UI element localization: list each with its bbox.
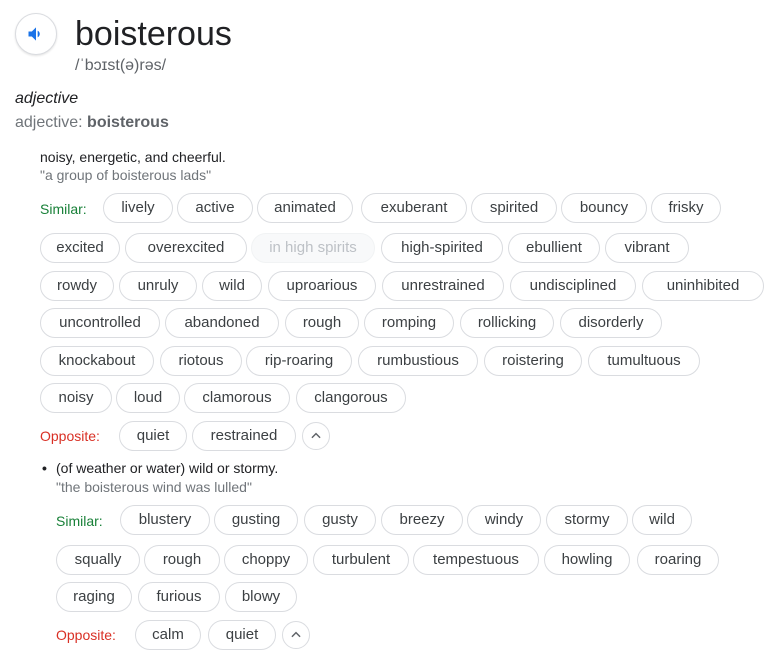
sense-1-opposite-label: Opposite:	[40, 428, 100, 444]
sense-1-similar-chip[interactable]: vibrant	[605, 233, 689, 263]
sense-1-example: "a group of boisterous lads"	[40, 167, 212, 183]
pronunciation-button[interactable]	[15, 13, 57, 55]
sense-2-definition: (of weather or water) wild or stormy.	[56, 460, 279, 476]
sense-2-similar-chip[interactable]: breezy	[381, 505, 463, 535]
sense-1-similar-chip[interactable]: wild	[202, 271, 262, 301]
sense-1-similar-chip[interactable]: excited	[40, 233, 120, 263]
sense-2-similar-chip[interactable]: stormy	[546, 505, 628, 535]
sense-1-similar-chip[interactable]: uninhibited	[642, 271, 764, 301]
sense-1-similar-chip[interactable]: exuberant	[361, 193, 467, 223]
sense-1-similar-chip[interactable]: overexcited	[125, 233, 247, 263]
sense-2-similar-chip[interactable]: blowy	[225, 582, 297, 612]
sense-2-similar-chip[interactable]: gusty	[304, 505, 376, 535]
sense-2-opposite-chip[interactable]: quiet	[208, 620, 276, 650]
part-of-speech: adjective	[15, 90, 79, 107]
sense-2-similar-chip[interactable]: howling	[544, 545, 630, 575]
sense-2-opposite-label: Opposite:	[56, 627, 116, 643]
sense-1-similar-chip[interactable]: lively	[103, 193, 173, 223]
sense-1-similar-chip[interactable]: rip-roaring	[246, 346, 352, 376]
sense-1-similar-chip[interactable]: undisciplined	[510, 271, 636, 301]
sense-1-similar-chip[interactable]: rough	[285, 308, 359, 338]
sense-1-similar-chip[interactable]: high-spirited	[381, 233, 503, 263]
sense-2-bullet: •	[42, 460, 47, 476]
sense-1-similar-chip[interactable]: roistering	[484, 346, 582, 376]
sense-2-example: "the boisterous wind was lulled"	[56, 479, 252, 495]
sense-1-similar-chip[interactable]: romping	[364, 308, 454, 338]
phonetic-text: /ˈbɔɪst(ə)rəs/	[75, 57, 167, 74]
sense-2-similar-chip[interactable]: furious	[138, 582, 220, 612]
collapse-sense-1-button[interactable]	[302, 422, 330, 450]
word-form: boisterous	[87, 114, 169, 131]
sense-1-similar-chip[interactable]: frisky	[651, 193, 721, 223]
sense-1-similar-label: Similar:	[40, 201, 87, 217]
sense-1-similar-chip[interactable]: unrestrained	[382, 271, 504, 301]
sense-2-similar-chip[interactable]: roaring	[637, 545, 719, 575]
sense-2-similar-chip[interactable]: windy	[467, 505, 541, 535]
sense-2-similar-chip[interactable]: tempestuous	[413, 545, 539, 575]
chevron-up-icon	[311, 432, 321, 439]
sense-1-similar-chip[interactable]: bouncy	[561, 193, 647, 223]
sense-1-similar-chip[interactable]: loud	[116, 383, 180, 413]
sense-1-similar-chip[interactable]: in high spirits	[251, 233, 375, 263]
word-form-line: adjective: boisterous	[15, 114, 169, 132]
sense-1-similar-chip[interactable]: unruly	[119, 271, 197, 301]
sense-2-similar-chip[interactable]: squally	[56, 545, 140, 575]
sense-2-similar-chip[interactable]: rough	[144, 545, 220, 575]
sense-1-similar-chip[interactable]: rumbustious	[358, 346, 478, 376]
sense-1-similar-chip[interactable]: uncontrolled	[40, 308, 160, 338]
sense-2-similar-chip[interactable]: choppy	[224, 545, 308, 575]
sense-1-similar-chip[interactable]: active	[177, 193, 253, 223]
sense-1-similar-chip[interactable]: rowdy	[40, 271, 114, 301]
sense-1-similar-chip[interactable]: rollicking	[460, 308, 554, 338]
sense-1-similar-chip[interactable]: ebullient	[508, 233, 600, 263]
sense-1-similar-chip[interactable]: clamorous	[184, 383, 290, 413]
sense-1-similar-chip[interactable]: animated	[257, 193, 353, 223]
sense-1-definition: noisy, energetic, and cheerful.	[40, 149, 226, 165]
speaker-icon	[28, 27, 40, 41]
sense-1-opposite-chip[interactable]: restrained	[192, 421, 296, 451]
sense-2-similar-chip[interactable]: wild	[632, 505, 692, 535]
sense-1-opposite-chip[interactable]: quiet	[119, 421, 187, 451]
sense-1-similar-chip[interactable]: knockabout	[40, 346, 154, 376]
sense-1-similar-chip[interactable]: spirited	[471, 193, 557, 223]
sense-2-similar-chip[interactable]: blustery	[120, 505, 210, 535]
sense-2-opposite-chip[interactable]: calm	[135, 620, 201, 650]
sense-1-similar-chip[interactable]: abandoned	[165, 308, 279, 338]
sense-2-similar-label: Similar:	[56, 513, 103, 529]
headword: boisterous	[75, 15, 232, 53]
collapse-sense-2-button[interactable]	[282, 621, 310, 649]
sense-2-similar-chip[interactable]: gusting	[214, 505, 298, 535]
sense-1-similar-chip[interactable]: riotous	[160, 346, 242, 376]
sense-1-similar-chip[interactable]: clangorous	[296, 383, 406, 413]
sense-2-similar-chip[interactable]: turbulent	[313, 545, 409, 575]
sense-1-similar-chip[interactable]: noisy	[40, 383, 112, 413]
sense-1-similar-chip[interactable]: uproarious	[268, 271, 376, 301]
sense-1-similar-chip[interactable]: tumultuous	[588, 346, 700, 376]
sense-1-similar-chip[interactable]: disorderly	[560, 308, 662, 338]
chevron-up-icon	[291, 631, 301, 638]
word-form-prefix: adjective:	[15, 114, 88, 131]
sense-2-similar-chip[interactable]: raging	[56, 582, 132, 612]
